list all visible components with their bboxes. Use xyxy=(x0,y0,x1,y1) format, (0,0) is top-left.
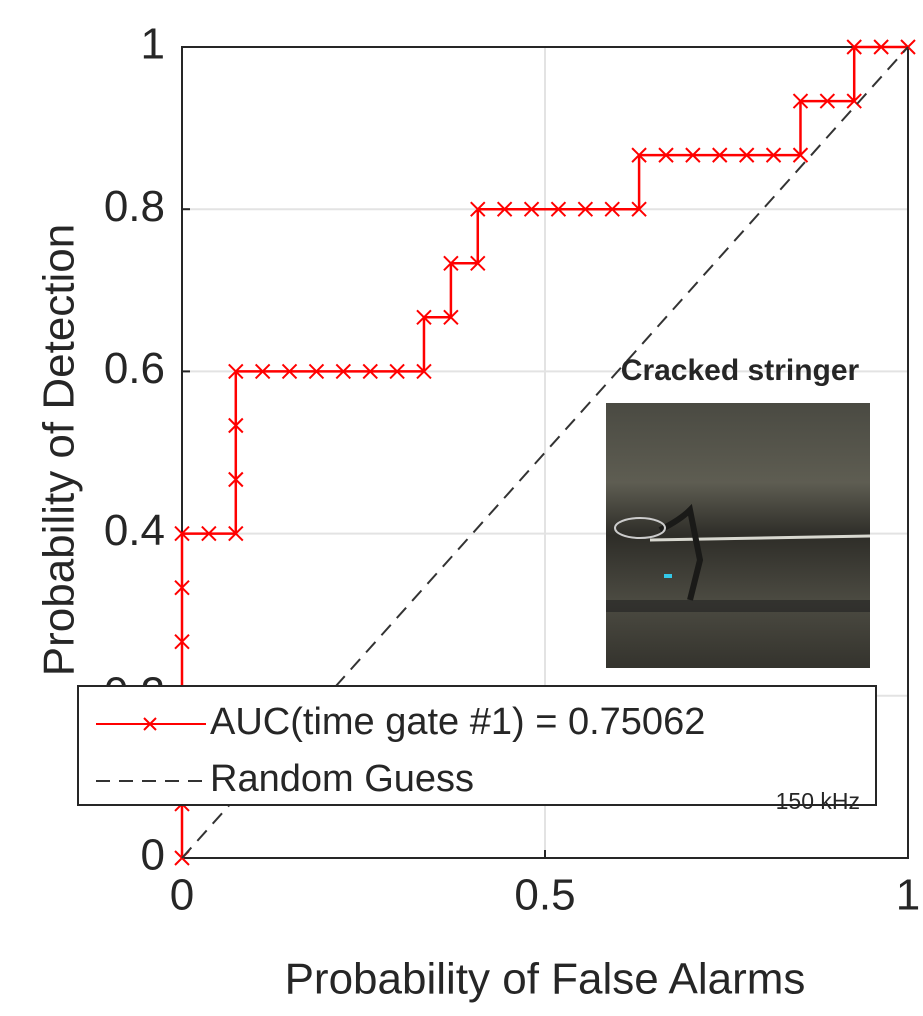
marker xyxy=(335,363,352,380)
marker xyxy=(174,525,190,542)
marker xyxy=(174,579,190,596)
marker xyxy=(550,201,567,217)
marker xyxy=(577,201,594,217)
marker xyxy=(846,39,862,55)
series-line xyxy=(181,46,909,859)
y-axis-label: Probability of Detection xyxy=(35,224,84,676)
marker xyxy=(685,147,701,163)
marker xyxy=(523,201,540,217)
legend-marker xyxy=(143,717,157,731)
marker xyxy=(846,93,862,109)
marker xyxy=(873,39,889,55)
x-axis-label: Probability of False Alarms xyxy=(285,955,806,1004)
x-tick-label: 1 xyxy=(896,871,920,920)
marker xyxy=(281,363,298,380)
legend-label: Random Guess xyxy=(210,758,474,800)
marker xyxy=(658,147,674,163)
marker xyxy=(228,525,244,542)
marker xyxy=(738,147,755,163)
marker xyxy=(228,363,244,380)
foreground: 0 0.5 1 AUC(time gate #1) = 0.75062 Random G… xyxy=(35,224,921,1004)
marker xyxy=(819,93,836,109)
marker xyxy=(228,471,244,488)
plot-lines xyxy=(174,39,916,866)
marker xyxy=(631,147,647,163)
annotation: 150 kHz xyxy=(776,788,860,814)
annotation: Cracked stringer xyxy=(621,354,860,387)
legend-box xyxy=(77,685,877,806)
marker xyxy=(792,93,809,109)
marker xyxy=(201,525,217,542)
marker xyxy=(443,309,459,326)
legend-label: AUC(time gate #1) = 0.75062 xyxy=(210,701,705,743)
y-tick-label: 1 xyxy=(141,20,165,69)
marker xyxy=(470,255,486,272)
marker xyxy=(362,363,378,380)
marker xyxy=(765,147,782,163)
x-tick-label: 0 xyxy=(170,871,194,920)
marker xyxy=(443,255,459,272)
marker xyxy=(712,147,728,163)
marker xyxy=(604,201,620,217)
x-tick-label: 0.5 xyxy=(514,871,575,920)
marker xyxy=(496,201,513,217)
marker xyxy=(228,417,244,434)
y-tick-label: 0.6 xyxy=(104,344,165,393)
marker xyxy=(470,201,486,217)
y-tick-label: 0.4 xyxy=(104,506,165,555)
photo xyxy=(606,403,871,668)
marker xyxy=(631,201,647,217)
marker xyxy=(416,309,432,326)
marker xyxy=(308,363,325,380)
marker xyxy=(416,363,432,380)
marker xyxy=(792,147,809,163)
marker xyxy=(174,633,190,650)
axes-box xyxy=(181,46,909,859)
marker xyxy=(254,363,271,380)
y-tick-label: 0 xyxy=(141,831,165,880)
marker xyxy=(389,363,405,380)
y-tick-label: 0.8 xyxy=(104,182,165,231)
